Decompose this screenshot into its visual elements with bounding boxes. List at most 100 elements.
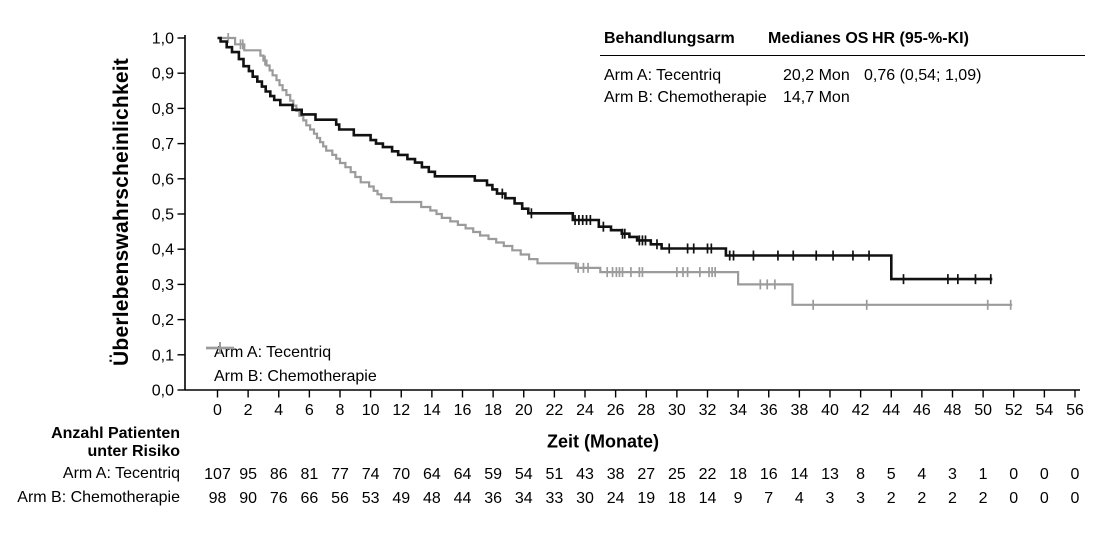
risk-count-arm-b: 53 [362,490,380,507]
x-tick-label: 6 [305,402,314,419]
y-tick-label: 0,4 [152,242,174,259]
x-tick-label: 20 [515,402,533,419]
x-tick-label: 26 [607,402,625,419]
risk-count-arm-a: 8 [856,466,865,483]
stats-arm-a-name: Arm A: Tecentriq [604,67,722,84]
risk-count-arm-b: 3 [826,490,835,507]
risk-count-arm-b: 66 [300,490,318,507]
risk-count-arm-b: 2 [917,490,926,507]
y-tick-label: 0,1 [152,347,174,364]
risk-count-arm-b: 3 [856,490,865,507]
x-tick-label: 48 [944,402,962,419]
x-tick-label: 28 [637,402,655,419]
legend-item-arm-b: Arm B: Chemotherapie [205,342,377,389]
x-tick-label: 8 [336,402,345,419]
risk-count-arm-b: 44 [454,490,472,507]
risk-count-arm-a: 81 [300,466,318,483]
legend-line-censor-icon [206,342,234,354]
stats-arm-b-name: Arm B: Chemotherapie [604,89,767,106]
x-tick-label: 34 [729,402,747,419]
risk-count-arm-a: 5 [887,466,896,483]
y-tick-label: 0,3 [152,277,174,294]
x-tick-label: 46 [913,402,931,419]
x-tick-label: 56 [1066,402,1084,419]
x-tick-label: 14 [423,402,441,419]
y-tick-label: 0,9 [152,66,174,83]
risk-count-arm-b: 30 [576,490,594,507]
y-tick-label: 0,7 [152,136,174,153]
x-tick-label: 44 [882,402,900,419]
risk-row-label-arm-b: Arm B: Chemotherapie [17,489,180,506]
x-tick-label: 36 [760,402,778,419]
y-tick-label: 0,0 [152,383,174,400]
x-tick-label: 4 [274,402,283,419]
risk-count-arm-a: 95 [239,466,257,483]
y-axis-title: Überlebenswahrscheinlichkeit [110,58,133,366]
risk-count-arm-a: 18 [729,466,747,483]
stats-arm-a-median: 20,2 Mon [783,67,850,84]
risk-count-arm-a: 0 [1040,466,1049,483]
risk-count-arm-a: 16 [760,466,778,483]
risk-count-arm-a: 3 [948,466,957,483]
legend: Arm A: Tecentriq Arm B: Chemotherapie [205,341,377,389]
x-tick-label: 10 [362,402,380,419]
risk-count-arm-b: 34 [515,490,533,507]
risk-count-arm-b: 18 [668,490,686,507]
risk-count-arm-a: 0 [1071,466,1080,483]
risk-count-arm-b: 4 [795,490,804,507]
x-tick-label: 2 [244,402,253,419]
risk-count-arm-b: 2 [887,490,896,507]
y-tick-label: 0,2 [152,312,174,329]
risk-count-arm-a: 107 [204,466,231,483]
risk-count-arm-a: 38 [607,466,625,483]
risk-count-arm-b: 0 [1009,490,1018,507]
x-tick-label: 40 [821,402,839,419]
stats-header-rule [600,55,1085,56]
stats-table: Behandlungsarm Medianes OS HR (95-%-KI) … [600,24,1090,114]
x-tick-label: 52 [1005,402,1023,419]
x-tick-label: 42 [852,402,870,419]
x-tick-label: 16 [454,402,472,419]
stats-header-median: Medianes OS [768,30,869,47]
x-tick-label: 22 [545,402,563,419]
x-tick-label: 24 [576,402,594,419]
risk-count-arm-b: 9 [734,490,743,507]
x-tick-label: 50 [974,402,992,419]
km-curve-arm-b [217,36,1013,306]
risk-count-arm-b: 33 [545,490,563,507]
risk-count-arm-b: 0 [1040,490,1049,507]
risk-header-line1: Anzahl Patienten [51,425,180,442]
risk-row-label-arm-a: Arm A: Tecentriq [62,465,180,482]
x-tick-label: 0 [213,402,222,419]
risk-count-arm-a: 59 [484,466,502,483]
risk-count-arm-b: 2 [979,490,988,507]
stats-header-arm: Behandlungsarm [604,30,735,47]
risk-count-arm-a: 64 [454,466,472,483]
x-tick-label: 12 [392,402,410,419]
km-curve-arm-a [217,36,993,281]
risk-count-arm-b: 24 [607,490,625,507]
stats-arm-b-median: 14,7 Mon [783,89,850,106]
risk-count-arm-b: 2 [948,490,957,507]
risk-count-arm-b: 36 [484,490,502,507]
risk-header-line2: unter Risiko [87,443,180,460]
risk-count-arm-a: 43 [576,466,594,483]
risk-count-arm-b: 48 [423,490,441,507]
risk-count-arm-a: 54 [515,466,533,483]
risk-count-arm-b: 49 [392,490,410,507]
risk-count-arm-b: 98 [209,490,227,507]
legend-label-arm-a: Arm A: Tecentriq [214,344,332,361]
risk-table-header: Anzahl Patienten unter Risiko [0,425,180,461]
risk-count-arm-a: 13 [821,466,839,483]
stats-arm-a-hr: 0,76 (0,54; 1,09) [864,67,982,84]
x-tick-label: 32 [699,402,717,419]
risk-count-arm-b: 14 [699,490,717,507]
risk-count-arm-a: 77 [331,466,349,483]
risk-count-arm-a: 27 [637,466,655,483]
risk-count-arm-a: 22 [699,466,717,483]
risk-count-arm-a: 1 [979,466,988,483]
risk-count-arm-a: 51 [545,466,563,483]
risk-count-arm-b: 7 [764,490,773,507]
y-tick-label: 0,5 [152,207,174,224]
